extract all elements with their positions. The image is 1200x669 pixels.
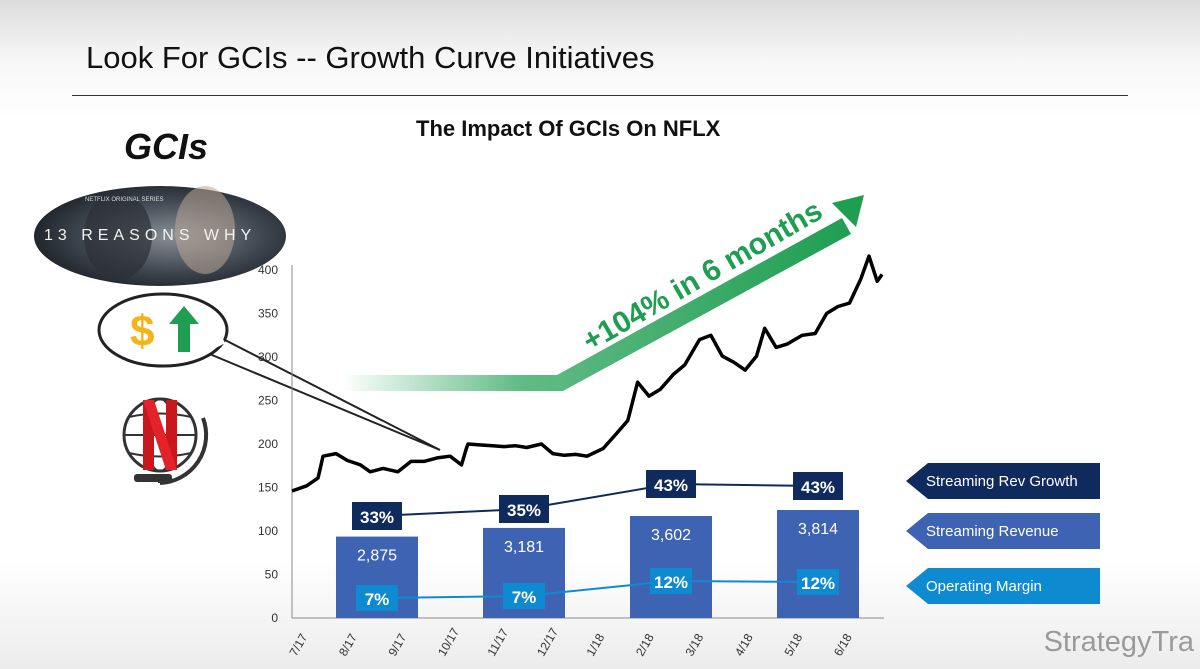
rev-growth-label: 43%: [654, 476, 688, 495]
y-tick-label: 400: [258, 263, 278, 277]
revenue-label: 3,814: [798, 521, 838, 538]
x-tick-label: 5/18: [781, 631, 805, 659]
x-tick-label: 11/17: [484, 626, 511, 659]
margin-label: 12%: [801, 574, 835, 593]
bubble-tail: [197, 338, 441, 451]
y-tick-label: 350: [258, 307, 278, 321]
x-tick-label: 9/17: [385, 631, 409, 659]
margin-box: [356, 585, 398, 611]
y-tick-label: 200: [258, 437, 278, 451]
strategy-logo: StrategyTra: [1043, 626, 1194, 658]
margin-line: [376, 579, 819, 599]
rev-growth-box: [646, 470, 696, 498]
margin-box: [650, 568, 692, 594]
slide-title: Look For GCIs -- Growth Curve Initiative…: [86, 40, 655, 75]
legend-streaming-revenue: [906, 513, 1100, 549]
margin-box: [503, 583, 545, 609]
price-line: [291, 254, 884, 493]
growth-annotation: +104% in 6 months: [577, 194, 828, 358]
rev-growth-label: 33%: [360, 508, 394, 527]
rev-growth-box: [352, 502, 402, 530]
price-series: [291, 254, 884, 493]
x-tick-label: 7/17: [286, 631, 310, 659]
x-tick-label: 12/17: [534, 625, 561, 658]
legend-label-margin: Operating Margin: [926, 578, 1042, 595]
x-tick-label: 6/18: [831, 631, 855, 659]
revenue-label: 3,602: [651, 527, 691, 544]
margin-box: [797, 569, 839, 595]
revenue-label: 2,875: [357, 548, 397, 565]
revenue-bar: [630, 516, 712, 618]
gcis-heading: GCIs: [124, 126, 209, 167]
margin-label: 7%: [365, 590, 390, 609]
x-tick-label: 4/18: [732, 631, 756, 659]
legend-label-revenue: Streaming Revenue: [926, 523, 1059, 540]
legend-streaming-rev-growth: [906, 463, 1100, 499]
up-arrow-icon: [169, 306, 199, 352]
margin-label: 12%: [654, 573, 688, 592]
dollar-icon: $: [130, 307, 154, 356]
revenue-bar: [777, 510, 859, 618]
chart-title: The Impact Of GCIs On NFLX: [416, 116, 721, 141]
rev-growth-line: [376, 482, 819, 517]
y-axis-ticks: 0 50 100 150 200 250 300 350 400: [258, 263, 278, 625]
growth-arrow: +104% in 6 months: [342, 194, 864, 391]
y-tick-label: 100: [258, 524, 278, 538]
margin-label: 7%: [512, 588, 537, 607]
streaming-revenue-bars: 2,875 3,181 3,602 3,814: [336, 510, 859, 618]
legend-label-rev-growth: Streaming Rev Growth: [926, 473, 1078, 490]
poster-title-text: 13 REASONS WHY: [44, 227, 256, 244]
rev-growth-label: 35%: [507, 501, 541, 520]
legend-operating-margin: [906, 568, 1100, 604]
x-tick-label: 3/18: [682, 631, 706, 659]
poster-top-text: NETFLIX ORIGINAL SERIES: [85, 197, 163, 203]
rev-growth-label: 43%: [801, 478, 835, 497]
y-tick-label: 50: [265, 568, 279, 582]
metric-lines: 33% 35% 43% 43% 7% 7% 12% 12%: [352, 470, 843, 611]
rev-growth-box: [793, 472, 843, 500]
y-tick-label: 0: [271, 611, 278, 625]
x-axis-ticks: 7/17 8/17 9/17 10/17 11/17 12/17 1/18 2/18 3/18 4…: [286, 625, 854, 658]
show-poster: NETFLIX ORIGINAL SERIES 13 REASONS WHY: [34, 186, 286, 286]
speech-bubble: $: [97, 292, 441, 451]
x-tick-label: 8/17: [336, 631, 360, 659]
x-tick-label: 10/17: [435, 625, 462, 658]
y-tick-label: 150: [258, 481, 278, 495]
x-tick-label: 2/18: [633, 631, 657, 659]
title-rule: [72, 95, 1128, 96]
netflix-globe-icon: [122, 397, 209, 485]
rev-growth-box: [499, 495, 549, 523]
revenue-label: 3,181: [504, 539, 544, 556]
x-tick-label: 1/18: [583, 631, 607, 659]
y-tick-label: 300: [258, 350, 278, 364]
y-tick-label: 250: [258, 394, 278, 408]
legend: Streaming Rev Growth Streaming Revenue O…: [906, 463, 1100, 604]
